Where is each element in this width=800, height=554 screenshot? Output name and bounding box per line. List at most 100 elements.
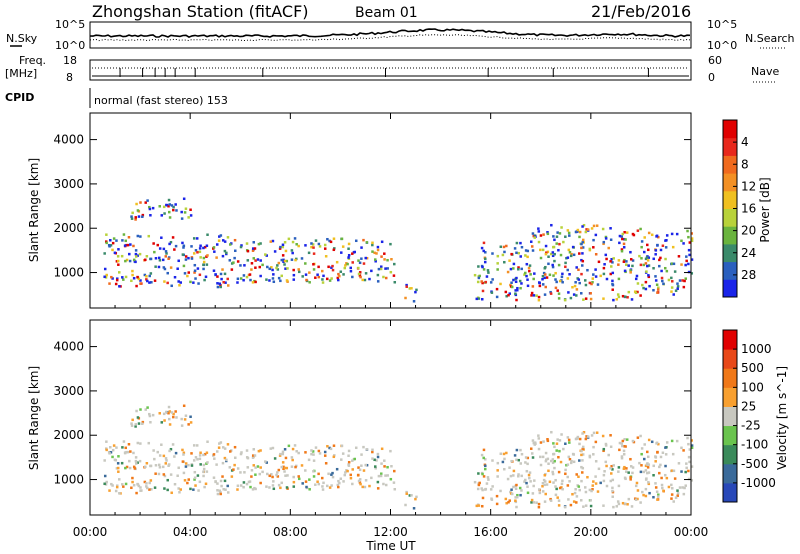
velocity-cell (198, 457, 202, 461)
velocity-cell (111, 484, 114, 487)
power-cell (104, 276, 108, 279)
velocity-cell (292, 475, 295, 479)
power-cell (158, 205, 162, 208)
power-cell (495, 295, 499, 299)
velocity-cell (337, 479, 340, 483)
power-cell (550, 252, 553, 256)
velocity-cell (496, 475, 499, 478)
velocity-cell (133, 467, 137, 470)
power-cell (510, 285, 514, 289)
power-cell (515, 251, 518, 255)
velocity-cell (601, 434, 605, 438)
power-cell (490, 291, 494, 294)
power-colorbar-label: Power [dB] (758, 177, 772, 242)
power-cell (374, 260, 377, 263)
power-cell (196, 251, 199, 254)
velocity-cell (618, 448, 621, 452)
velocity-cell (283, 448, 287, 451)
power-cell (617, 277, 621, 281)
power-cell (145, 278, 148, 281)
velocity-cell (252, 464, 256, 467)
velocity-cell (644, 469, 648, 472)
power-cell (415, 288, 418, 292)
power-cell (229, 243, 232, 246)
colorbar-swatch (723, 120, 737, 139)
power-cell (627, 290, 631, 294)
velocity-cell (542, 478, 546, 482)
velocity-cell (625, 470, 628, 473)
power-cell (333, 247, 336, 250)
power-cell (685, 255, 688, 258)
velocity-cell (568, 480, 571, 483)
power-cell (410, 287, 413, 290)
velocity-cell (216, 489, 219, 492)
power-cell (223, 272, 227, 276)
velocity-cell (312, 475, 316, 478)
velocity-cell (499, 452, 503, 456)
velocity-cell (664, 446, 667, 449)
power-cell (253, 247, 257, 250)
velocity-cell (548, 480, 552, 484)
power-cell (670, 232, 674, 236)
velocity-cell (187, 478, 191, 481)
velocity-cell (532, 441, 536, 445)
velocity-cell (292, 485, 296, 488)
velocity-cell (116, 462, 120, 465)
velocity-cell (508, 499, 511, 502)
velocity-cell (216, 492, 220, 496)
velocity-cell (135, 491, 138, 495)
power-cell (501, 253, 505, 257)
power-cell (146, 199, 149, 202)
power-cell (160, 214, 164, 217)
velocity-cell (594, 460, 598, 463)
velocity-cell (584, 504, 588, 507)
velocity-cell (670, 493, 674, 496)
velocity-cell (690, 479, 694, 482)
power-cell (408, 287, 412, 290)
power-cell (664, 246, 668, 249)
velocity-cell (516, 493, 519, 497)
velocity-cell (149, 464, 153, 468)
velocity-cell (205, 451, 209, 454)
velocity-cell (676, 489, 679, 492)
velocity-cell (661, 486, 664, 490)
colorbar-tick-label: 100 (741, 380, 764, 394)
velocity-cell (365, 463, 369, 467)
velocity-heatmap (103, 404, 694, 510)
power-cell (524, 271, 527, 275)
velocity-cell (592, 445, 595, 449)
power-cell (181, 241, 184, 245)
velocity-cell (114, 489, 118, 493)
power-cell (676, 287, 679, 291)
velocity-cell (610, 464, 613, 468)
velocity-cell (184, 465, 188, 468)
power-cell (664, 257, 667, 261)
velocity-cell (158, 454, 162, 457)
velocity-cell (196, 458, 199, 461)
velocity-cell (654, 456, 658, 459)
power-cell (541, 248, 545, 252)
power-cell (551, 263, 554, 267)
power-cell (114, 282, 118, 286)
velocity-cell (561, 479, 564, 483)
power-cell (130, 279, 133, 283)
velocity-cell (220, 484, 223, 488)
power-cell (148, 207, 152, 211)
velocity-cell (621, 501, 625, 505)
velocity-cell (131, 480, 134, 484)
power-cell (544, 273, 547, 276)
power-cell (358, 271, 362, 274)
velocity-cell (690, 444, 694, 447)
power-cell (640, 245, 643, 249)
power-cell (122, 233, 126, 236)
velocity-cell (634, 484, 638, 488)
power-cell (217, 239, 221, 242)
velocity-cell (566, 463, 570, 466)
velocity-cell (202, 463, 206, 467)
power-cell (611, 282, 614, 286)
velocity-cell (176, 474, 179, 477)
power-cell (568, 251, 572, 254)
velocity-cell (484, 464, 487, 468)
velocity-cell (611, 495, 614, 498)
